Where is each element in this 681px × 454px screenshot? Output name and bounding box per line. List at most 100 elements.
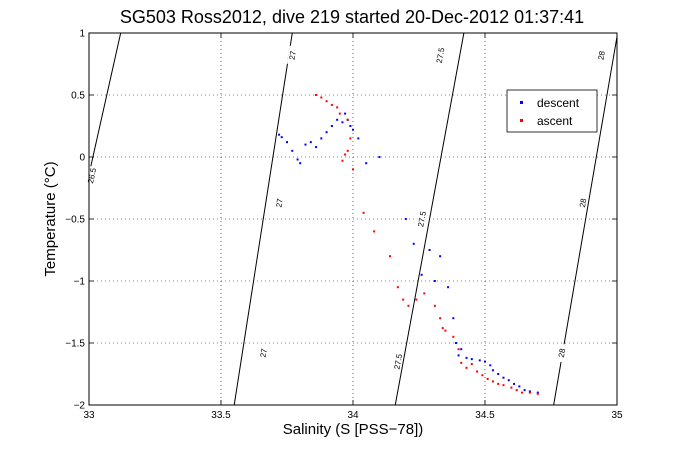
descent-point <box>365 162 368 165</box>
y-tick-label: −0.5 <box>65 215 85 226</box>
contour-label-group: 27.5 <box>416 209 428 229</box>
contour-label: 27 <box>259 347 269 358</box>
ascent-point <box>320 96 323 99</box>
descent-point <box>330 125 333 127</box>
contour-label-bg <box>416 209 428 229</box>
descent-point <box>478 359 481 362</box>
descent-point <box>341 121 344 124</box>
y-axis-label: Temperature (°C) <box>42 161 59 276</box>
descent-point <box>454 342 457 344</box>
descent-point <box>299 162 302 165</box>
ascent-point <box>407 304 410 307</box>
ascent-point <box>457 348 460 351</box>
contour-label-group: 27 <box>273 193 285 213</box>
descent-point <box>491 369 494 372</box>
contour-label: 26.5 <box>86 167 98 185</box>
grid-layer <box>89 33 617 405</box>
ascent-point <box>465 366 468 369</box>
y-tick-label: 0 <box>79 153 85 164</box>
legend-label-ascent: ascent <box>537 114 573 128</box>
descent-point <box>357 137 360 140</box>
y-tick-label: −1 <box>74 277 86 288</box>
ascent-point <box>349 137 352 140</box>
x-tick-label: 33 <box>83 410 95 421</box>
ascent-point <box>315 94 318 96</box>
ascent-point <box>346 118 349 121</box>
descent-point <box>528 390 531 393</box>
legend: descent ascent <box>506 89 598 133</box>
descent-point <box>412 242 415 245</box>
descent-point <box>378 156 381 158</box>
ascent-point <box>520 391 523 394</box>
descent-point <box>320 137 323 140</box>
ascent-point <box>402 298 405 301</box>
descent-point <box>304 143 307 146</box>
contour-label-group: 28 <box>556 343 568 363</box>
contour-label: 28 <box>578 197 588 208</box>
descent-point <box>523 389 526 392</box>
ascent-point <box>452 335 455 338</box>
ascent-point <box>344 153 347 156</box>
descent-point <box>502 376 505 379</box>
contour-label: 27.5 <box>435 46 447 63</box>
contour-label-group: 28 <box>577 193 588 213</box>
ascent-point <box>528 391 531 394</box>
contour-label-bg <box>595 45 607 65</box>
ascent-point <box>388 255 391 258</box>
descent-point <box>278 133 281 136</box>
descent-point <box>325 131 328 134</box>
ascent-point <box>341 159 344 162</box>
ascent-point <box>338 112 341 115</box>
series-ascent <box>315 94 539 395</box>
ascent-point <box>415 298 418 301</box>
descent-point <box>518 385 521 388</box>
ascent-point <box>481 374 484 377</box>
contour-label-bg <box>273 193 285 213</box>
descent-point <box>513 382 516 385</box>
series-descent <box>278 112 539 394</box>
descent-point <box>507 379 510 382</box>
ascent-point <box>491 380 494 383</box>
ascent-point <box>362 211 365 214</box>
contour-label: 27.5 <box>393 353 405 370</box>
density-contour <box>88 32 122 175</box>
descent-point <box>296 158 299 161</box>
x-tick-label: 34 <box>347 410 359 421</box>
descent-point <box>447 286 450 289</box>
contour-label-group: 27.5 <box>392 352 405 372</box>
ascent-point <box>497 382 500 385</box>
contour-label: 28 <box>596 50 606 61</box>
density-contour <box>233 32 293 406</box>
x-tick-label: 33.5 <box>211 410 231 421</box>
descent-point <box>497 373 500 375</box>
descent-point <box>433 280 436 282</box>
ascent-point <box>423 292 426 295</box>
contour-label-group: 27 <box>286 45 298 65</box>
legend-label-descent: descent <box>537 96 580 110</box>
contour-label-bg <box>556 343 568 363</box>
legend-marker-descent <box>520 101 523 104</box>
descent-point <box>315 146 318 149</box>
legend-box <box>506 89 598 133</box>
y-tick-label: 0.5 <box>71 91 85 102</box>
descent-point <box>428 249 431 251</box>
ascent-point <box>336 106 339 109</box>
data-series <box>278 94 539 395</box>
axis-ticks: 33 33.5 34 34.5 35 1 0.5 0 −0.5 −1 −1.5 −2 <box>65 29 623 422</box>
ascent-point <box>373 230 376 233</box>
ascent-point <box>396 286 399 289</box>
descent-point <box>344 112 347 115</box>
contour-label-bg <box>434 45 446 65</box>
descent-point <box>420 273 423 276</box>
contour-label: 28 <box>557 347 567 358</box>
descent-point <box>489 364 492 367</box>
descent-point <box>457 354 460 357</box>
ascent-point <box>502 384 505 387</box>
y-tick-label: 1 <box>79 29 85 40</box>
descent-point <box>280 136 283 139</box>
chart-title: SG503 Ross2012, dive 219 started 20-Dec-… <box>120 7 584 27</box>
contour-label: 27.5 <box>416 210 428 227</box>
descent-point <box>291 149 294 152</box>
descent-point <box>309 141 312 144</box>
descent-point <box>286 141 288 144</box>
